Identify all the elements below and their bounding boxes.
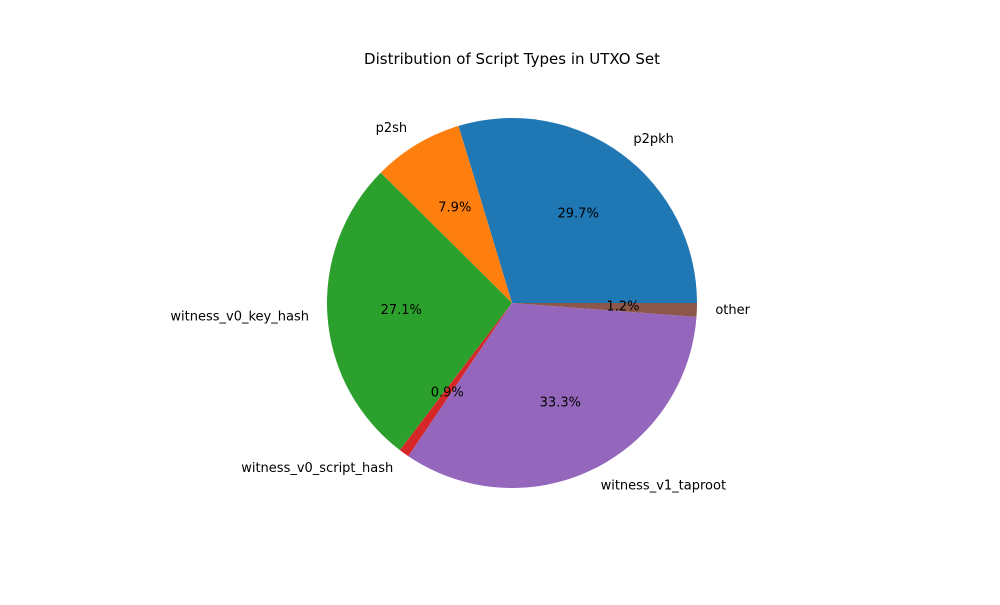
slice-label-other: other	[715, 303, 750, 318]
slice-percent-p2sh: 7.9%	[438, 200, 471, 215]
slice-percent-p2pkh: 29.7%	[558, 206, 599, 221]
slice-label-p2pkh: p2pkh	[633, 132, 674, 147]
pie-slice-witness-v0-script-hash	[399, 303, 512, 457]
slice-percent-witness-v1-taproot: 33.3%	[540, 395, 581, 410]
pie-slice-p2sh	[380, 125, 512, 303]
pie-slices	[327, 118, 697, 489]
slice-percent-witness-v0-script-hash: 0.9%	[431, 386, 464, 401]
slice-label-witness-v0-key-hash: witness_v0_key_hash	[170, 310, 309, 325]
slice-percent-other: 1.2%	[606, 300, 639, 315]
pie-slice-witness-v1-taproot	[408, 303, 697, 489]
pie-slice-other	[512, 303, 697, 317]
pie-slice-witness-v0-key-hash	[327, 172, 512, 451]
pie-slice-p2pkh	[458, 118, 697, 303]
chart-title: Distribution of Script Types in UTXO Set	[364, 50, 660, 68]
slice-label-witness-v0-script-hash: witness_v0_script_hash	[241, 461, 393, 476]
pie-labels: p2pkh 29.7% p2sh 7.9% witness_v0_key_hash 27.…	[170, 121, 750, 494]
slice-label-witness-v1-taproot: witness_v1_taproot	[601, 479, 726, 494]
slice-label-p2sh: p2sh	[376, 121, 408, 136]
slice-percent-witness-v0-key-hash: 27.1%	[381, 303, 422, 318]
